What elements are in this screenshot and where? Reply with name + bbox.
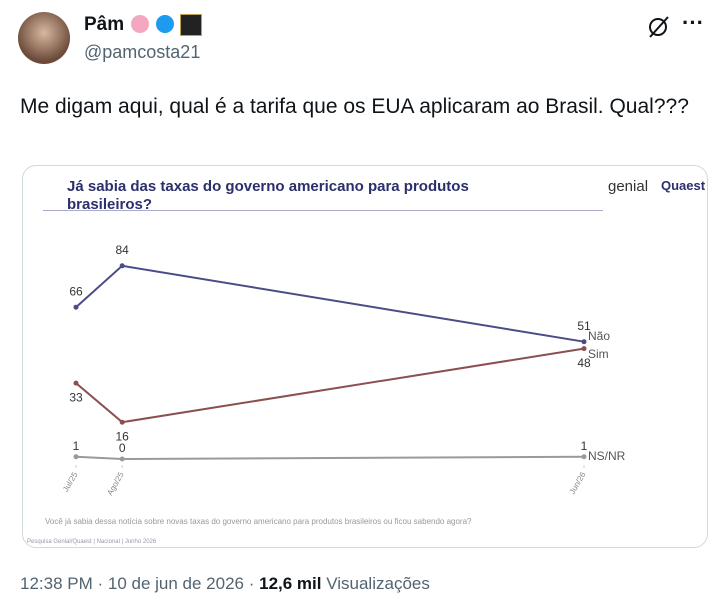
- series-line: [75, 264, 585, 343]
- data-label: 48: [577, 356, 591, 370]
- author-name[interactable]: Pâm: [84, 14, 125, 35]
- data-label: 1: [73, 439, 80, 453]
- point: [119, 419, 125, 425]
- views: 12,6 mil: [259, 574, 322, 593]
- logo: genial: [608, 178, 649, 195]
- tweet-meta: 12:38 PM · 10 de jun de 2026 · 12,6 mil …: [20, 574, 430, 593]
- chart-title: Já sabia das taxas do governo americano …: [67, 178, 469, 213]
- media-card[interactable]: Já sabia das taxas do governo americano …: [22, 165, 708, 548]
- time: 12:38 PM: [20, 574, 93, 593]
- x-tick-label: Jul/25: [61, 470, 80, 493]
- data-label: 1: [581, 439, 588, 453]
- badge: [180, 14, 202, 36]
- x-tick-label: Jun/26: [568, 470, 588, 496]
- avatar[interactable]: [18, 12, 70, 64]
- point: [73, 454, 79, 460]
- data-label: 51: [577, 319, 591, 333]
- data-label: 33: [69, 390, 83, 404]
- series-line: [75, 455, 585, 461]
- question: Você já sabia dessa notícia sobre novas …: [45, 517, 472, 526]
- emoji: [131, 15, 149, 33]
- series-line: [75, 347, 585, 424]
- point: [73, 380, 79, 386]
- tweet-text: Me digam aqui, qual é a tarifa que os EU…: [20, 95, 689, 118]
- date: 10 de jun de 2026: [107, 574, 244, 593]
- point: [581, 339, 587, 345]
- author-handle[interactable]: @pamcosta21: [84, 42, 201, 62]
- more-button[interactable]: ···: [682, 10, 704, 35]
- logo: Quaest: [661, 178, 706, 193]
- point: [119, 456, 125, 462]
- series-name: NS/NR: [588, 449, 626, 463]
- grok-icon[interactable]: [646, 14, 672, 40]
- divider: [43, 210, 603, 211]
- series-name: Não: [588, 329, 610, 343]
- data-label: 66: [69, 284, 83, 298]
- views-label: Visualizações: [326, 574, 430, 593]
- x-tick-label: Ago/25: [105, 470, 126, 497]
- data-label: 16: [116, 429, 130, 443]
- series-name: Sim: [588, 347, 609, 361]
- data-label: 84: [116, 243, 130, 257]
- verified-badge: [156, 15, 174, 33]
- point: [119, 263, 125, 269]
- point: [581, 346, 587, 352]
- point: [73, 304, 79, 310]
- source: Pesquisa Genial/Quaest | Nacional | Junh…: [27, 539, 157, 545]
- point: [581, 454, 587, 460]
- data-label: 0: [119, 441, 126, 455]
